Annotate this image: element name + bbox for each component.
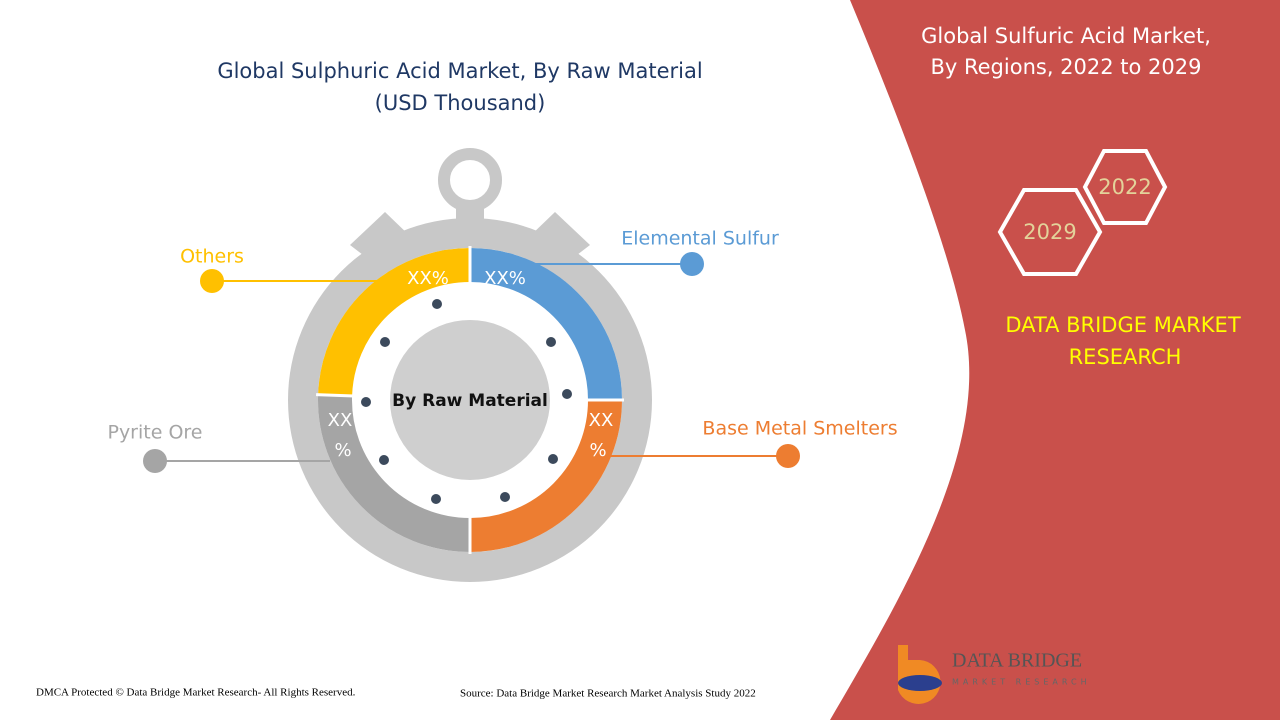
dot — [432, 299, 442, 309]
logo-icon — [898, 675, 942, 691]
segment-label: Others — [180, 246, 244, 268]
dots — [361, 299, 572, 504]
side-panel — [830, 0, 1280, 720]
hexagon — [1082, 149, 1168, 225]
ring — [316, 246, 624, 554]
segment-value: % — [589, 440, 606, 461]
dot — [431, 494, 441, 504]
dot — [380, 337, 390, 347]
segment-values: XX% XX % XX % XX% — [328, 268, 614, 461]
segment-value: XX% — [407, 268, 449, 289]
dot — [546, 337, 556, 347]
segment-label: Base Metal Smelters — [702, 418, 897, 440]
panel-title: Global Sulfuric Acid Market, — [921, 24, 1211, 48]
segment-value: % — [334, 440, 351, 461]
dot — [500, 492, 510, 502]
segment-value: XX — [328, 410, 353, 431]
connector-dot — [680, 252, 704, 276]
footer-source: Source: Data Bridge Market Research Mark… — [460, 688, 756, 700]
center-label: By Raw Material — [392, 391, 548, 411]
logo-tagline: MARKET RESEARCH — [952, 678, 1091, 687]
logo: DATA BRIDGE MARKET RESEARCH — [898, 645, 1091, 704]
footer-copyright: DMCA Protected © Data Bridge Market Rese… — [36, 687, 356, 699]
ring-segment — [318, 248, 471, 397]
ring-gap — [316, 393, 355, 398]
panel-title: By Regions, 2022 to 2029 — [930, 55, 1201, 79]
segment-label: Elemental Sulfur — [621, 228, 779, 250]
ring-segment — [469, 399, 622, 552]
connector-dot — [200, 269, 224, 293]
segment-label: Pyrite Ore — [107, 422, 202, 444]
segment-value: XX — [589, 410, 614, 431]
connector-dot — [776, 444, 800, 468]
title-line: Global Sulphuric Acid Market, By Raw Mat… — [217, 59, 702, 83]
brand: DATA BRIDGE MARKET — [1005, 313, 1240, 337]
title-line: (USD Thousand) — [375, 91, 546, 115]
dot — [361, 397, 371, 407]
year: 2022 — [1098, 175, 1151, 199]
brand: RESEARCH — [1069, 345, 1182, 369]
ring-segment — [469, 248, 622, 401]
connector-dot — [143, 449, 167, 473]
hexagon — [997, 188, 1103, 276]
dot — [562, 389, 572, 399]
year: 2029 — [1023, 220, 1076, 244]
center-disc — [390, 320, 550, 480]
dot — [379, 455, 389, 465]
ring-segment — [318, 394, 471, 552]
dot — [548, 454, 558, 464]
logo-name: DATA BRIDGE — [952, 650, 1082, 672]
segment-value: XX% — [484, 268, 526, 289]
